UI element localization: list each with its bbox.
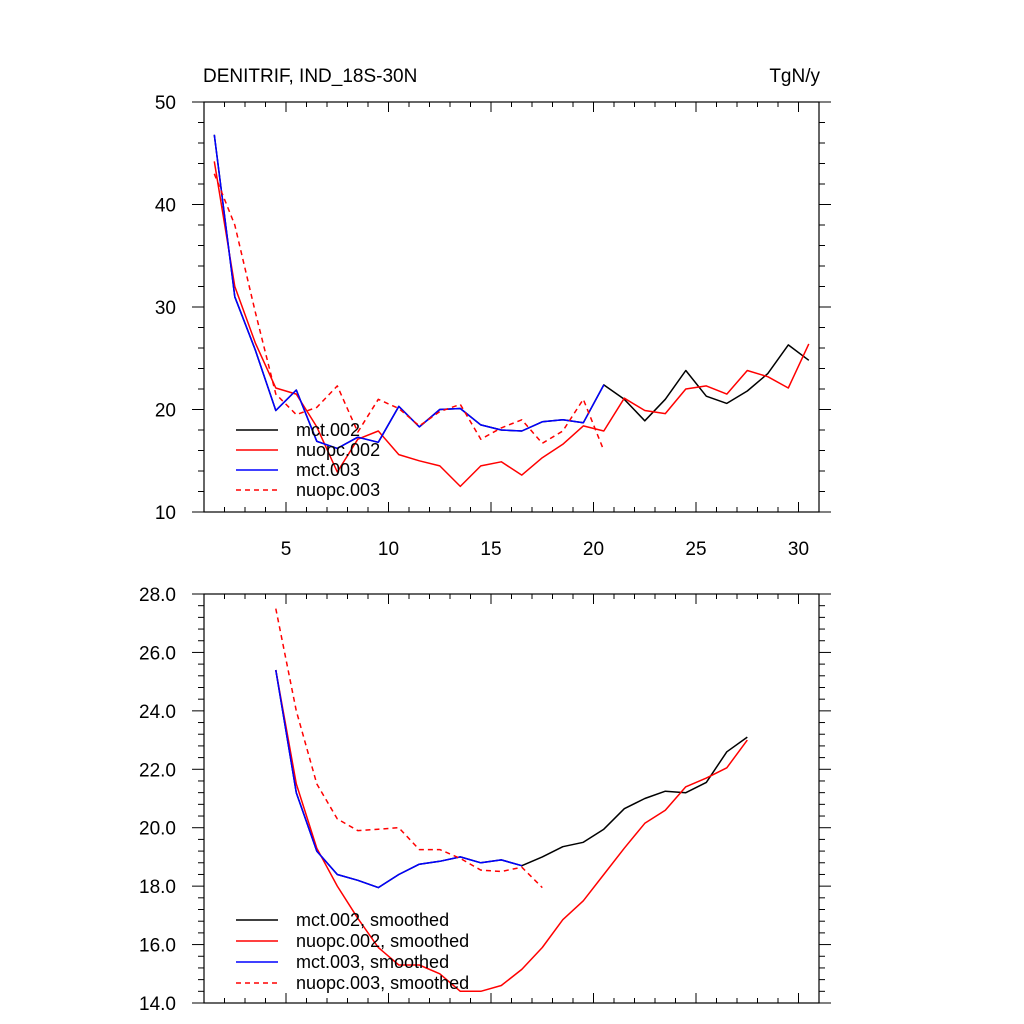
top-legend-label: mct.002 bbox=[296, 420, 360, 440]
top-series-line-2 bbox=[213, 161, 810, 488]
bottom-y-tick-label: 16.0 bbox=[139, 936, 176, 957]
top-legend-label: nuopc.003 bbox=[296, 480, 380, 500]
top-y-tick-label: 10 bbox=[155, 503, 176, 524]
bottom-legend-label: mct.002, smoothed bbox=[296, 910, 449, 930]
top-y-tick-label: 50 bbox=[155, 93, 176, 114]
top-x-tick-label: 10 bbox=[378, 539, 399, 560]
top-chart-units: TgN/y bbox=[769, 66, 820, 87]
top-y-tick-label: 30 bbox=[155, 298, 176, 319]
top-x-tick-label: 30 bbox=[788, 539, 809, 560]
bottom-legend-label: nuopc.003, smoothed bbox=[296, 973, 469, 993]
top-legend-label: mct.003 bbox=[296, 460, 360, 480]
bottom-y-tick-label: 20.0 bbox=[139, 819, 176, 840]
bottom-legend-label: nuopc.002, smoothed bbox=[296, 931, 469, 951]
top-y-tick-label: 40 bbox=[155, 196, 176, 217]
bottom-series-line-2 bbox=[275, 669, 748, 993]
bottom-y-tick-label: 18.0 bbox=[139, 877, 176, 898]
bottom-series-line-3 bbox=[275, 669, 523, 889]
top-chart-title: DENITRIF, IND_18S-30N bbox=[203, 66, 417, 87]
bottom-y-tick-label: 28.0 bbox=[139, 585, 176, 606]
bottom-y-tick-label: 22.0 bbox=[139, 760, 176, 781]
top-x-tick-label: 20 bbox=[583, 539, 604, 560]
top-x-tick-label: 5 bbox=[281, 539, 292, 560]
top-y-tick-label: 20 bbox=[155, 401, 176, 422]
top-legend-label: nuopc.002 bbox=[296, 440, 380, 460]
top-series-line-4 bbox=[213, 173, 605, 451]
top-x-tick-label: 25 bbox=[685, 539, 706, 560]
top-chart-panel: 5 10 15 20 25 30 10 20 30 40 50 mct.002nuopc.002mct… bbox=[155, 93, 831, 560]
top-x-tick-label: 15 bbox=[480, 539, 501, 560]
bottom-y-tick-label: 14.0 bbox=[139, 994, 176, 1015]
bottom-series-line-4 bbox=[275, 608, 543, 889]
bottom-y-tick-label: 26.0 bbox=[139, 643, 176, 664]
bottom-y-tick-label: 24.0 bbox=[139, 702, 176, 723]
bottom-chart-panel: 14.0 16.0 18.0 20.0 22.0 24.0 26.0 28.0 mct.002,… bbox=[139, 585, 831, 1015]
bottom-legend-label: mct.003, smoothed bbox=[296, 952, 449, 972]
